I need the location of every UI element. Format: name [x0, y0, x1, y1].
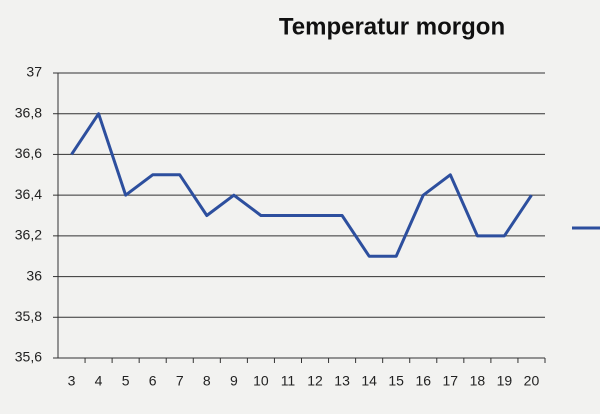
x-tick-label: 11 — [281, 373, 296, 389]
x-tick-label: 16 — [415, 373, 431, 389]
y-tick-label: 36 — [26, 267, 42, 283]
x-tick-label: 13 — [334, 373, 350, 389]
x-tick-label: 17 — [443, 373, 459, 389]
x-tick-label: 6 — [149, 373, 157, 389]
x-tick-label: 18 — [470, 373, 486, 389]
x-tick-label: 8 — [203, 373, 211, 389]
x-tick-label: 20 — [524, 373, 540, 389]
chart-title: Temperatur morgon — [279, 13, 505, 40]
x-tick-label: 10 — [253, 373, 269, 389]
x-tick-label: 4 — [95, 373, 103, 389]
x-tick-label: 9 — [230, 373, 238, 389]
data-line — [70, 112, 533, 258]
y-tick-label: 37 — [26, 64, 42, 80]
x-tick-label: 5 — [122, 373, 130, 389]
x-tick-label: 19 — [497, 373, 513, 389]
y-tick-label: 35,8 — [15, 308, 42, 324]
x-tick-label: 7 — [176, 373, 184, 389]
y-tick-label: 35,6 — [15, 349, 42, 365]
y-tick-label: 36,2 — [15, 227, 42, 243]
x-tick-label: 14 — [361, 373, 377, 389]
x-tick-label: 12 — [307, 373, 323, 389]
x-tick-label: 15 — [388, 373, 404, 389]
y-tick-label: 36,6 — [15, 145, 42, 161]
y-tick-label: 36,8 — [15, 104, 42, 120]
y-tick-label: 36,4 — [15, 186, 42, 202]
x-tick-label: 3 — [68, 373, 76, 389]
